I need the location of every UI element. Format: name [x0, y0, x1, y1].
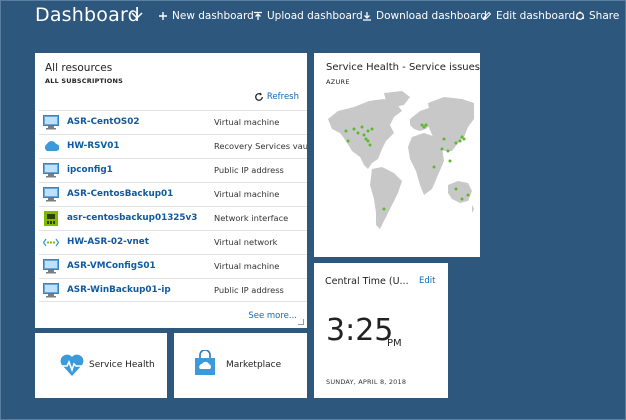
virtual-machine-icon: [43, 115, 59, 130]
resource-name-link[interactable]: HW-RSV01: [67, 141, 120, 151]
chevron-down-icon[interactable]: [131, 11, 143, 21]
all-resources-subtitle: ALL SUBSCRIPTIONS: [45, 77, 124, 85]
marketplace-tile[interactable]: Marketplace: [174, 333, 307, 398]
virtual-network-icon: [42, 235, 60, 250]
service-health-title: Service Health - Service issues: [326, 62, 480, 73]
resource-type: Network interface: [214, 213, 289, 223]
refresh-label: Refresh: [266, 92, 299, 102]
top-bar: Dashboard New dashboard Upload dashboard…: [1, 1, 626, 35]
all-resources-tile: All resources ALL SUBSCRIPTIONS Refresh …: [35, 53, 307, 328]
resource-name-link[interactable]: asr-centosbackup01325v3: [67, 213, 198, 223]
resource-type: Public IP address: [214, 165, 284, 175]
service-health-label: Service Health: [89, 360, 155, 370]
plus-icon: [159, 12, 167, 20]
download-icon: [363, 12, 371, 21]
clock-tile: Central Time (U... Edit 3:25 PM SUNDAY, …: [314, 263, 448, 398]
service-health-subtitle: AZURE: [326, 78, 350, 86]
share-button[interactable]: Share: [575, 10, 619, 22]
edit-dashboard-button[interactable]: Edit dashboard: [482, 10, 575, 22]
resource-row[interactable]: ASR-CentOS02 Virtual machine: [39, 110, 307, 134]
download-dashboard-button[interactable]: Download dashboard: [362, 10, 487, 22]
upload-dashboard-button[interactable]: Upload dashboard: [253, 10, 363, 22]
resource-row[interactable]: ASR-VMConfigS01 Virtual machine: [39, 254, 307, 278]
edit-dashboard-label: Edit dashboard: [496, 10, 576, 22]
service-health-map-tile[interactable]: Service Health - Service issues AZURE: [314, 53, 480, 257]
resource-type: Recovery Services vault: [214, 141, 307, 151]
world-map: [328, 91, 474, 229]
resource-type: Virtual machine: [214, 189, 280, 199]
all-resources-title: All resources: [45, 62, 113, 74]
resource-name-link[interactable]: ASR-CentOS02: [67, 117, 140, 127]
virtual-machine-icon: [43, 259, 59, 274]
see-more-link[interactable]: See more...: [248, 311, 297, 321]
marketplace-label: Marketplace: [226, 360, 282, 370]
clock-date: SUNDAY, APRIL 8, 2018: [326, 378, 407, 386]
map-australia: [448, 181, 472, 203]
resource-name-link[interactable]: ASR-VMConfigS01: [67, 261, 156, 271]
resource-type: Virtual machine: [214, 261, 280, 271]
resource-type: Public IP address: [214, 285, 284, 295]
resource-name-link[interactable]: HW-ASR-02-vnet: [67, 237, 149, 247]
public-ip-icon: [43, 283, 59, 298]
clock-edit-link[interactable]: Edit: [419, 276, 436, 286]
map-new-zealand: [472, 205, 474, 213]
upload-icon: [254, 11, 262, 20]
resource-type: Virtual network: [214, 237, 278, 247]
network-interface-icon: [43, 211, 59, 226]
clock-ampm: PM: [387, 338, 402, 349]
share-icon: [575, 11, 585, 20]
recovery-vault-icon: [43, 139, 60, 154]
virtual-machine-icon: [43, 187, 59, 202]
resource-row[interactable]: ipconfig1 Public IP address: [39, 158, 307, 182]
shopping-bag-icon: [195, 350, 215, 375]
clock-time: 3:25: [326, 313, 394, 348]
share-label: Share: [589, 10, 620, 22]
refresh-button[interactable]: Refresh: [254, 92, 299, 102]
pencil-icon: [482, 11, 492, 21]
map-africa: [408, 133, 444, 195]
map-greenland: [384, 91, 410, 107]
resource-name-link[interactable]: ipconfig1: [67, 165, 113, 175]
new-dashboard-button[interactable]: New dashboard: [158, 10, 254, 22]
resource-row[interactable]: ASR-WinBackup01-ip Public IP address: [39, 278, 307, 302]
resource-row[interactable]: asr-centosbackup01325v3 Network interface: [39, 206, 307, 230]
download-dashboard-label: Download dashboard: [376, 10, 488, 22]
public-ip-icon: [43, 163, 59, 178]
resource-row[interactable]: HW-ASR-02-vnet Virtual network: [39, 230, 307, 254]
service-health-tile[interactable]: Service Health: [35, 333, 167, 398]
heart-pulse-icon: [60, 354, 84, 376]
resource-name-link[interactable]: ASR-WinBackup01-ip: [67, 285, 171, 295]
resource-row[interactable]: HW-RSV01 Recovery Services vault: [39, 134, 307, 158]
resource-list: ASR-CentOS02 Virtual machine HW-RSV01 Recov…: [39, 110, 307, 302]
map-south-america: [370, 167, 402, 229]
dashboard-title: Dashboard: [35, 4, 140, 26]
resource-type: Virtual machine: [214, 117, 280, 127]
resource-row[interactable]: ASR-CentosBackup01 Virtual machine: [39, 182, 307, 206]
new-dashboard-label: New dashboard: [172, 10, 254, 22]
clock-timezone-title: Central Time (U...: [325, 276, 409, 287]
resize-handle[interactable]: [298, 319, 304, 325]
refresh-icon: [254, 92, 263, 101]
resource-name-link[interactable]: ASR-CentosBackup01: [67, 189, 174, 199]
upload-dashboard-label: Upload dashboard: [267, 10, 363, 22]
